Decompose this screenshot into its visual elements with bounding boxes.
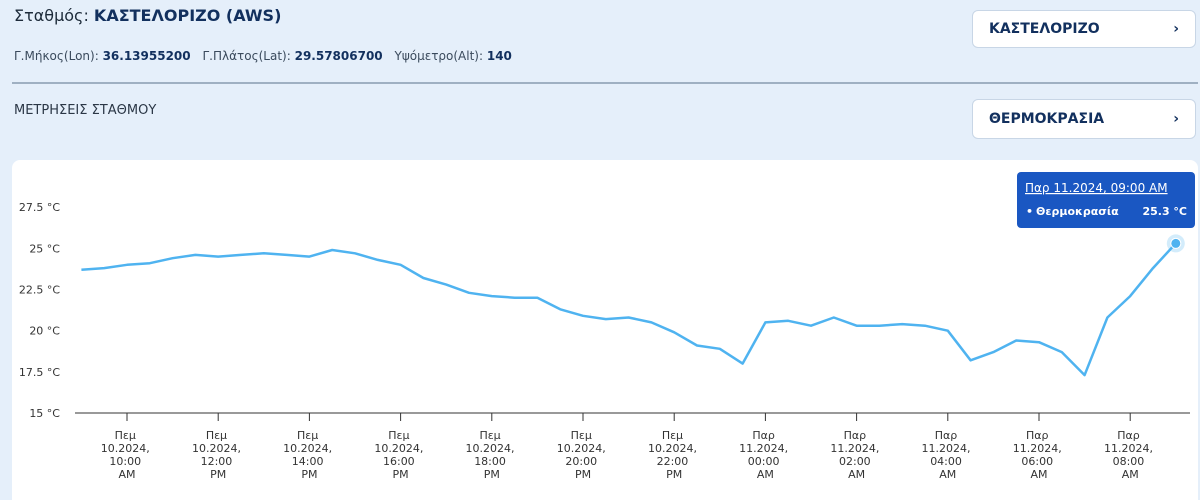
coordinates: Γ.Μήκος(Lon): 36.13955200 Γ.Πλάτος(Lat):… (14, 49, 520, 63)
tooltip-title: Παρ 11.2024, 09:00 AM (1025, 181, 1168, 195)
x-tick-label: Παρ 11.2024, 04:00 AM (922, 429, 974, 481)
x-tick-label: Πεμ 10.2024, 20:00 PM (557, 429, 609, 481)
station-name: ΚΑΣΤΕΛΟΡΙΖΟ (AWS) (93, 6, 282, 25)
lat-label: Γ.Πλάτος(Lat): (202, 49, 291, 63)
line (81, 242, 1177, 377)
station-select-text: ΚΑΣΤΕΛΟΡΙΖΟ (989, 21, 1100, 37)
y-tick-label: 22.5 °C (19, 284, 60, 297)
tooltip-bullet: • (1026, 205, 1033, 218)
x-tick-label: Πεμ 10.2024, 18:00 PM (466, 429, 518, 481)
chevron: › (1173, 111, 1179, 127)
y-tick-label: 20 °C (29, 325, 60, 338)
y-tick-label: 17.5 °C (19, 366, 60, 379)
y-tick-label: 15 °C (29, 407, 60, 420)
tooltip: Παρ 11.2024, 09:00 AM • Θερμοκρασία 25.3… (1017, 172, 1195, 228)
separator (12, 82, 1198, 84)
alt-label: Υψόμετρο(Alt): (394, 49, 484, 63)
x-tick-label: Παρ 11.2024, 06:00 AM (1013, 429, 1065, 481)
measure-select[interactable]: ΘΕΡΜΟΚΡΑΣΙΑ › (972, 99, 1196, 139)
tooltip-box (1017, 172, 1195, 228)
x-tick-label: Παρ 11.2024, 02:00 AM (830, 429, 882, 481)
x-tick-label: Παρ 11.2024, 08:00 AM (1104, 429, 1156, 481)
measure-select-text: ΘΕΡΜΟΚΡΑΣΙΑ (989, 111, 1105, 127)
y-tick-label: 27.5 °C (19, 201, 60, 214)
station-label: Σταθμός: (14, 6, 89, 25)
x-tick-label: Πεμ 10.2024, 10:00 AM (101, 429, 153, 481)
alt: 140 (486, 49, 512, 63)
highlight-point (1170, 237, 1182, 249)
chevron: › (1173, 21, 1179, 37)
section-title: ΜΕΤΡΗΣΕΙΣ ΣΤΑΘΜΟΥ (14, 103, 157, 118)
tooltip-value: 25.3 °C (1142, 205, 1187, 218)
station-select[interactable]: ΚΑΣΤΕΛΟΡΙΖΟ › (972, 10, 1196, 48)
x-tick-label: Πεμ 10.2024, 16:00 PM (374, 429, 426, 481)
y-tick-label: 25 °C (29, 242, 60, 255)
x-tick-label: Πεμ 10.2024, 14:00 PM (283, 429, 335, 481)
x-tick-label: Πεμ 10.2024, 22:00 PM (648, 429, 700, 481)
chart-card (12, 160, 1198, 500)
x-tick-label: Παρ 11.2024, 00:00 AM (739, 429, 791, 481)
x-tick-label: Πεμ 10.2024, 12:00 PM (192, 429, 244, 481)
station-heading: Σταθμός: ΚΑΣΤΕΛΟΡΙΖΟ (AWS) (14, 6, 281, 25)
tooltip-series: Θερμοκρασία (1036, 205, 1119, 218)
lon-label: Γ.Μήκος(Lon): (14, 49, 99, 63)
lat: 29.57806700 (294, 49, 383, 63)
lon: 36.13955200 (102, 49, 191, 63)
